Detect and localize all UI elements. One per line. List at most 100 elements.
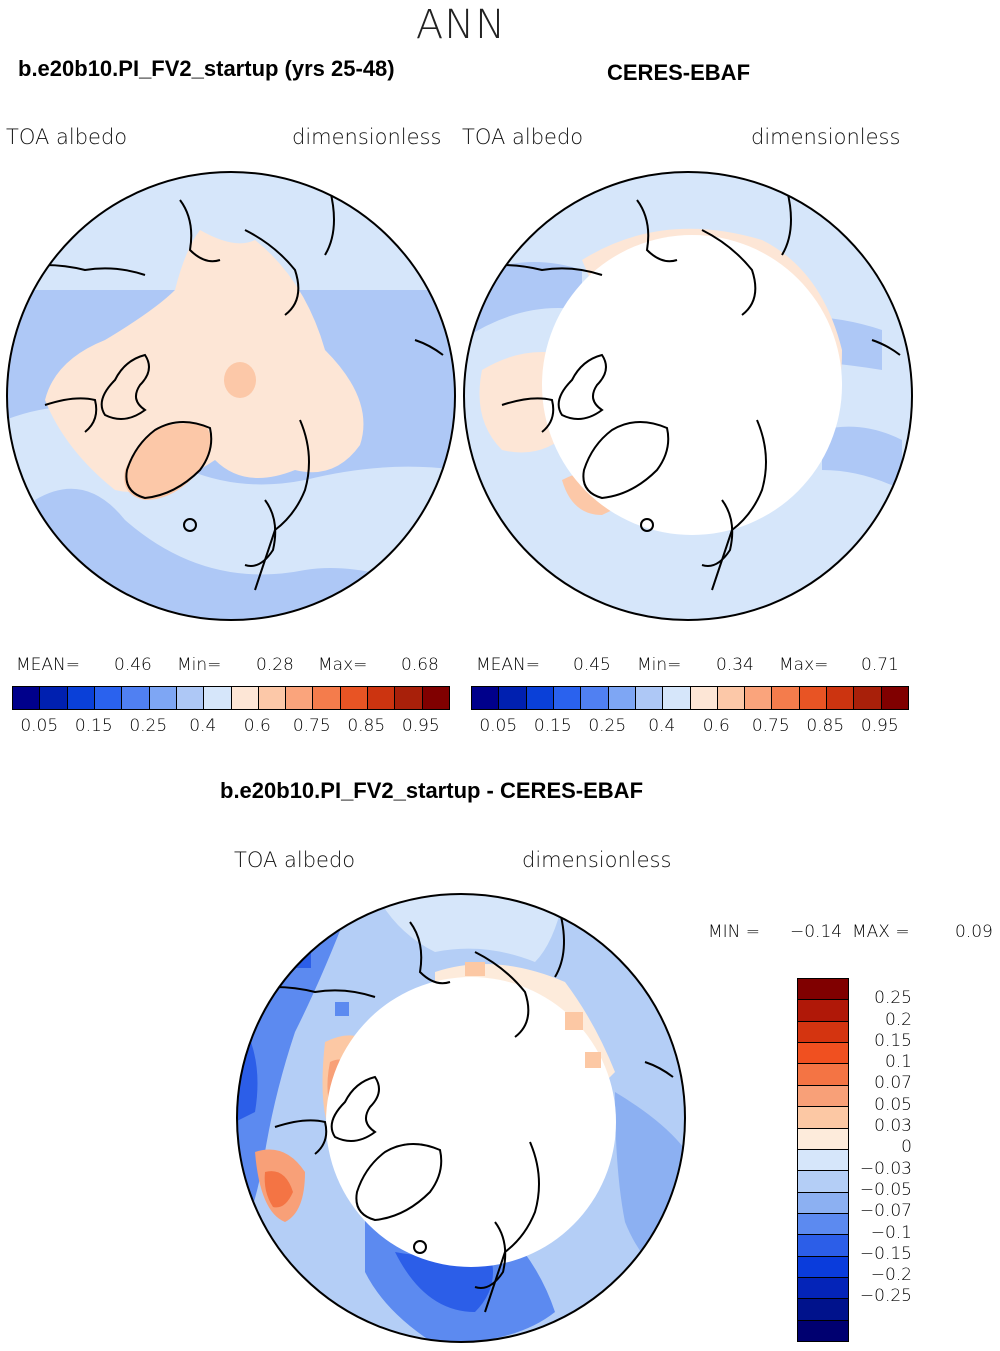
colorbar-swatch	[608, 687, 636, 709]
colorbar-tick-label: 0.25	[874, 988, 912, 1009]
colorbar-swatch	[13, 687, 41, 709]
colorbar-tick-label: 0.2	[884, 1009, 912, 1030]
diff-max-label: MAX =	[852, 922, 910, 942]
obs-colorbar	[471, 686, 909, 710]
colorbar-swatch	[368, 687, 396, 709]
diff-polar-map	[236, 893, 686, 1343]
colorbar-swatch	[798, 1235, 848, 1257]
obs-mean-value: 0.45	[573, 655, 611, 675]
colorbar-swatch	[881, 687, 908, 709]
colorbar-swatch	[798, 1171, 848, 1193]
obs-field-units: dimensionless	[751, 125, 901, 149]
colorbar-tick-label: 0.15	[74, 716, 113, 736]
colorbar-swatch	[395, 687, 423, 709]
colorbar-swatch	[40, 687, 68, 709]
obs-min-value: 0.34	[716, 655, 754, 675]
colorbar-swatch	[772, 687, 800, 709]
obs-polar-map	[463, 171, 913, 621]
colorbar-swatch	[176, 687, 205, 709]
colorbar-tick-label: −0.07	[859, 1201, 912, 1222]
colorbar-swatch	[798, 1320, 848, 1342]
colorbar-swatch	[798, 1192, 848, 1214]
obs-mean-label: MEAN=	[476, 655, 540, 675]
colorbar-swatch	[745, 687, 773, 709]
colorbar-swatch	[635, 687, 664, 709]
colorbar-swatch	[798, 1128, 848, 1150]
diff-title: b.e20b10.PI_FV2_startup - CERES-EBAF	[220, 778, 644, 803]
colorbar-swatch	[690, 687, 718, 709]
diff-min-label: MIN =	[708, 922, 761, 942]
colorbar-swatch	[67, 687, 95, 709]
colorbar-tick-label: 0.05	[479, 716, 518, 736]
colorbar-swatch	[798, 1278, 848, 1300]
colorbar-tick-label: −0.03	[859, 1158, 912, 1179]
obs-case-title: CERES-EBAF	[607, 60, 751, 85]
colorbar-tick-label: −0.15	[859, 1243, 912, 1264]
colorbar-tick-label: 0	[901, 1137, 912, 1158]
colorbar-tick-label: 0.07	[874, 1073, 912, 1094]
colorbar-swatch	[799, 687, 828, 709]
colorbar-tick-label: −0.2	[870, 1265, 912, 1286]
colorbar-swatch	[526, 687, 554, 709]
model-field-units: dimensionless	[292, 125, 442, 149]
obs-max-label: Max=	[779, 655, 829, 675]
colorbar-swatch	[553, 687, 582, 709]
colorbar-swatch	[798, 1085, 848, 1108]
colorbar-tick-label: 0.6	[702, 716, 730, 736]
colorbar-swatch	[204, 687, 232, 709]
colorbar-swatch	[854, 687, 882, 709]
diff-min-value: −0.14	[790, 922, 843, 942]
colorbar-swatch	[798, 1000, 848, 1022]
colorbar-swatch	[422, 687, 449, 709]
model-max-value: 0.68	[401, 655, 439, 675]
colorbar-swatch	[286, 687, 314, 709]
model-mean-label: MEAN=	[16, 655, 80, 675]
colorbar-tick-label: 0.75	[751, 716, 790, 736]
colorbar-tick-label: 0.85	[806, 716, 845, 736]
colorbar-swatch	[472, 687, 500, 709]
colorbar-swatch	[798, 979, 848, 1001]
colorbar-swatch	[122, 687, 150, 709]
model-field-name: TOA albedo	[6, 125, 128, 149]
colorbar-swatch	[798, 1064, 848, 1086]
colorbar-tick-label: 0.05	[874, 1094, 912, 1115]
colorbar-tick-label: 0.6	[243, 716, 271, 736]
colorbar-tick-label: −0.1	[870, 1222, 912, 1243]
colorbar-tick-label: 0.25	[129, 716, 168, 736]
colorbar-tick-label: −0.05	[859, 1179, 912, 1200]
model-case-title: b.e20b10.PI_FV2_startup (yrs 25-48)	[18, 56, 395, 81]
model-colorbar	[12, 686, 450, 710]
colorbar-swatch	[340, 687, 369, 709]
colorbar-tick-label: 0.25	[588, 716, 627, 736]
colorbar-swatch	[94, 687, 123, 709]
colorbar-swatch	[798, 1107, 848, 1129]
model-polar-map	[6, 171, 456, 621]
obs-max-value: 0.71	[861, 655, 899, 675]
colorbar-swatch	[313, 687, 341, 709]
colorbar-swatch	[798, 1149, 848, 1172]
colorbar-swatch	[231, 687, 259, 709]
colorbar-tick-label: 0.4	[648, 716, 676, 736]
colorbar-swatch	[149, 687, 177, 709]
colorbar-tick-label: 0.95	[860, 716, 899, 736]
model-min-value: 0.28	[256, 655, 294, 675]
model-min-label: Min=	[177, 655, 222, 675]
colorbar-swatch	[663, 687, 691, 709]
colorbar-tick-label: 0.95	[401, 716, 440, 736]
colorbar-swatch	[499, 687, 527, 709]
model-mean-value: 0.46	[114, 655, 152, 675]
colorbar-tick-label: 0.15	[533, 716, 572, 736]
colorbar-swatch	[798, 1043, 848, 1065]
colorbar-swatch	[258, 687, 287, 709]
colorbar-swatch	[798, 1021, 848, 1044]
diff-field-name: TOA albedo	[234, 848, 356, 872]
colorbar-tick-label: 0.1	[884, 1052, 912, 1073]
diff-field-units: dimensionless	[522, 848, 672, 872]
colorbar-tick-label: 0.05	[20, 716, 59, 736]
colorbar-swatch	[798, 1256, 848, 1279]
colorbar-tick-label: 0.85	[347, 716, 386, 736]
colorbar-swatch	[798, 1299, 848, 1321]
diff-colorbar	[797, 978, 849, 1342]
colorbar-tick-label: 0.03	[874, 1116, 912, 1137]
colorbar-tick-label: −0.25	[859, 1286, 912, 1307]
